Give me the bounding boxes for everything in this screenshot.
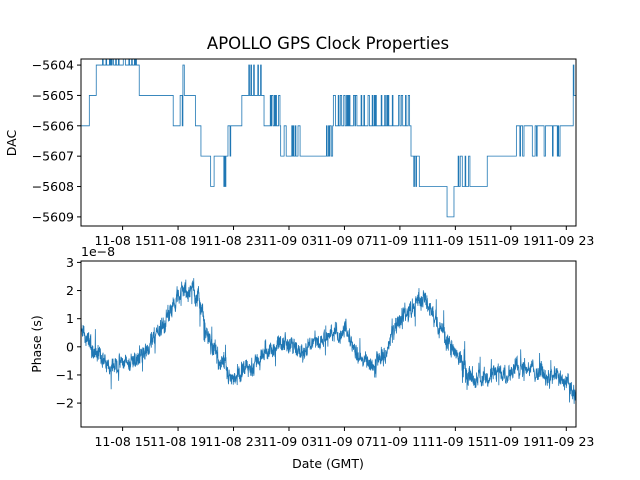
phase-y-tick-label: 1 (66, 311, 74, 326)
dac-x-ticks: 11-08 15 11-08 19 11-08 23 11-09 03 11-09 07… (94, 226, 594, 248)
chart-title: APOLLO GPS Clock Properties (207, 34, 449, 53)
dac-y-tick-label: −5609 (32, 209, 74, 224)
dac-y-ticks: −5609 −5608 −5607 −5606 −5605 −5604 (32, 58, 81, 224)
phase-axes-frame (80, 260, 577, 428)
dac-y-axis-label: DAC (4, 129, 19, 156)
dac-y-tick-label: −5604 (32, 58, 74, 73)
dac-x-tick-label: 11-09 15 (427, 233, 483, 248)
phase-plot-area (81, 278, 576, 404)
dac-panel: −5609−5608−5607−5606−5605−5604 11-08 15 1… (4, 58, 594, 248)
dac-x-tick-label: 11-09 19 (483, 233, 539, 248)
dac-y-tick-label: −5608 (32, 179, 74, 194)
phase-y-tick-label: 2 (66, 283, 74, 298)
dac-plot-area (81, 59, 576, 218)
phase-series-line (81, 278, 576, 404)
phase-x-tick-label: 11-09 23 (538, 434, 594, 449)
dac-x-tick-label: 11-08 23 (205, 233, 261, 248)
phase-y-ticks: −2 −1 0 1 2 3 (56, 255, 81, 411)
dac-y-tick-label: −5607 (32, 149, 74, 164)
phase-x-tick-label: 11-08 19 (150, 434, 206, 449)
dac-x-tick-label: 11-09 23 (538, 233, 594, 248)
phase-y-tick-label: −1 (56, 367, 74, 382)
phase-x-tick-label: 11-08 23 (205, 434, 261, 449)
phase-x-tick-label: 11-08 15 (94, 434, 150, 449)
dac-x-tick-label: 11-09 03 (261, 233, 317, 248)
dac-x-tick-label: 11-08 19 (150, 233, 206, 248)
phase-x-tick-label: 11-09 15 (427, 434, 483, 449)
phase-scale-label: 1e−8 (81, 244, 115, 259)
dac-x-tick-label: 11-09 11 (372, 233, 428, 248)
phase-x-axis-label: Date (GMT) (292, 456, 364, 471)
dac-y-tick-label: −5606 (32, 118, 74, 133)
phase-x-tick-label: 11-09 19 (483, 434, 539, 449)
phase-y-tick-label: −2 (56, 396, 74, 411)
phase-x-ticks: 11-08 15 11-08 19 11-08 23 11-09 03 11-09 07… (94, 427, 594, 449)
phase-y-tick-label: 0 (66, 339, 74, 354)
phase-x-tick-label: 11-09 11 (372, 434, 428, 449)
phase-y-axis-label: Phase (s) (29, 315, 44, 373)
phase-y-tick-label: 3 (66, 255, 74, 270)
phase-x-tick-label: 11-09 03 (261, 434, 317, 449)
dac-series-line (81, 59, 576, 218)
dac-x-tick-label: 11-08 15 (94, 233, 150, 248)
dac-x-tick-label: 11-09 07 (316, 233, 372, 248)
dac-y-tick-label: −5605 (32, 88, 74, 103)
dac-axes-frame (80, 58, 577, 227)
phase-x-tick-label: 11-09 07 (316, 434, 372, 449)
